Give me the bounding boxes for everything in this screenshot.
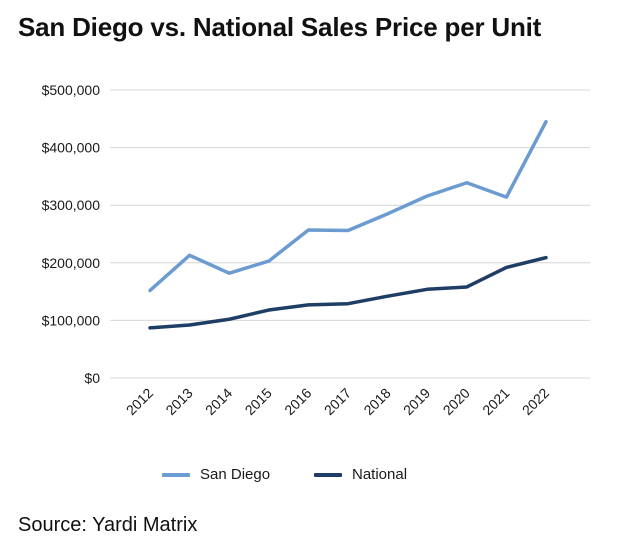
legend-label-national: National	[352, 466, 408, 483]
x-tick-label: 2012	[123, 385, 156, 418]
x-tick-label: 2014	[202, 385, 235, 418]
legend-item-san-diego: San Diego	[162, 466, 270, 483]
legend-swatch-san-diego	[162, 472, 190, 477]
y-tick-label: $300,000	[42, 197, 101, 213]
x-tick-label: 2022	[519, 385, 552, 418]
legend-swatch-national	[314, 472, 342, 477]
x-tick-label: 2021	[479, 385, 512, 418]
line-chart: $0 $100,000 $200,000 $300,000 $400,000 $500,0…	[42, 82, 590, 418]
chart-title: San Diego vs. National Sales Price per U…	[18, 12, 542, 42]
series-line-national	[148, 255, 548, 330]
grid-lines	[110, 89, 590, 379]
legend-label-san-diego: San Diego	[200, 466, 271, 483]
y-axis-ticks: $0 $100,000 $200,000 $300,000 $400,000 $500,0…	[42, 82, 101, 386]
series-lines	[148, 119, 548, 330]
source-note: Source: Yardi Matrix	[18, 514, 198, 536]
legend: San Diego National	[0, 466, 624, 492]
x-tick-label: 2016	[281, 385, 314, 418]
x-tick-label: 2020	[440, 385, 473, 418]
x-tick-label: 2018	[360, 385, 393, 418]
y-tick-label: $200,000	[42, 255, 101, 271]
y-tick-label: $0	[84, 370, 100, 386]
x-tick-label: 2015	[242, 385, 275, 418]
y-tick-label: $400,000	[42, 140, 101, 156]
series-line-san-diego	[148, 119, 548, 293]
legend-item-national: National	[314, 466, 407, 483]
x-tick-label: 2013	[162, 385, 195, 418]
x-tick-label: 2019	[400, 385, 433, 418]
x-tick-label: 2017	[321, 385, 354, 418]
y-tick-label: $500,000	[42, 82, 101, 98]
x-axis-ticks: 2012 2013 2014 2015 2016 2017 2018 2019 2020 2021…	[123, 385, 552, 418]
y-tick-label: $100,000	[42, 312, 101, 328]
